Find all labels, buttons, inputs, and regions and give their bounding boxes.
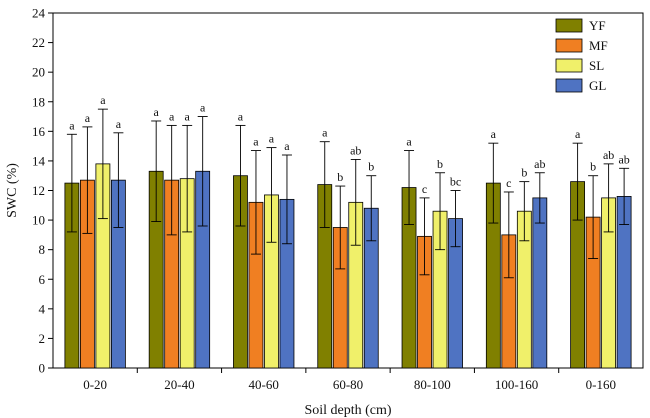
significance-label: a xyxy=(100,93,106,107)
x-tick-label: 0-160 xyxy=(586,377,616,392)
significance-label: a xyxy=(200,101,206,115)
y-tick-label: 24 xyxy=(32,6,46,21)
significance-label: ab xyxy=(603,148,614,162)
y-tick-label: 4 xyxy=(39,301,46,316)
legend-swatch-mf xyxy=(555,38,583,53)
significance-label: a xyxy=(85,111,91,125)
significance-label: a xyxy=(575,127,581,141)
legend-swatch-gl xyxy=(555,78,583,93)
significance-label: a xyxy=(154,105,160,119)
legend: YF MF SL GL xyxy=(555,18,608,93)
y-tick-label: 14 xyxy=(32,153,46,168)
significance-label: a xyxy=(116,117,122,131)
x-tick-label: 100-160 xyxy=(495,377,538,392)
legend-label: YF xyxy=(589,18,606,33)
y-tick-label: 10 xyxy=(32,213,45,228)
y-tick-label: 20 xyxy=(32,65,45,80)
significance-label: c xyxy=(506,176,511,190)
legend-label: GL xyxy=(589,78,606,93)
significance-label: a xyxy=(238,109,244,123)
y-axis-title: SWC (%) xyxy=(5,163,20,218)
legend-label: SL xyxy=(589,58,604,73)
y-tick-label: 22 xyxy=(32,35,45,50)
significance-label: ab xyxy=(618,152,629,166)
significance-label: a xyxy=(69,118,75,132)
legend-label: MF xyxy=(589,38,608,53)
x-tick-label: 20-40 xyxy=(164,377,194,392)
legend-swatch-sl xyxy=(555,58,583,73)
y-tick-label: 12 xyxy=(32,183,45,198)
significance-label: a xyxy=(284,139,290,153)
significance-label: ab xyxy=(350,143,361,157)
significance-label: a xyxy=(491,127,497,141)
y-tick-label: 2 xyxy=(39,331,46,346)
significance-label: b xyxy=(368,160,374,174)
plot-frame xyxy=(52,12,644,369)
y-tick-label: 16 xyxy=(32,124,46,139)
x-tick-label: 0-20 xyxy=(83,377,107,392)
y-tick-label: 6 xyxy=(39,272,46,287)
significance-label: a xyxy=(269,132,275,146)
significance-label: b xyxy=(590,160,596,174)
y-tick-label: 18 xyxy=(32,94,45,109)
significance-label: a xyxy=(185,109,191,123)
significance-label: a xyxy=(253,135,259,149)
x-axis: 0-20 20-40 40-60 60-80 80-100 100-160 0-160 xyxy=(83,368,616,392)
x-tick-label: 40-60 xyxy=(249,377,279,392)
y-tick-label: 0 xyxy=(39,361,46,376)
significance-label: bc xyxy=(450,175,461,189)
significance-label: c xyxy=(422,182,427,196)
y-tick-label: 8 xyxy=(39,242,46,257)
significance-label: a xyxy=(406,135,412,149)
x-tick-label: 80-100 xyxy=(414,377,451,392)
significance-label: a xyxy=(322,126,328,140)
significance-label: b xyxy=(521,166,527,180)
x-axis-title: Soil depth (cm) xyxy=(304,403,391,418)
significance-label: b xyxy=(437,157,443,171)
significance-label: ab xyxy=(534,157,545,171)
significance-label: a xyxy=(169,109,175,123)
legend-swatch-yf xyxy=(555,18,583,33)
x-tick-label: 60-80 xyxy=(333,377,363,392)
significance-label: b xyxy=(337,170,343,184)
